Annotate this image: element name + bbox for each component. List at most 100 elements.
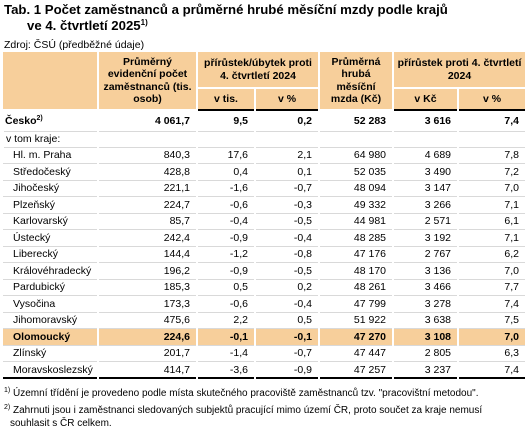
region-wage-abs: 3 266 (424, 198, 452, 211)
region-wage: 64 980 (353, 149, 387, 162)
region-employees: 201,7 (163, 347, 190, 360)
table-row: Středočeský 428,8 0,4 0,1 52 035 3 490 7,2 (3, 164, 526, 180)
table-row: Karlovarský 85,7 -0,4 -0,5 44 981 2 571 6,1 (3, 213, 526, 230)
region-wage-pct: 6,1 (504, 215, 520, 228)
region-emp-abs: -1,2 (229, 248, 248, 261)
table-row: Jihočeský 221,1 -1,6 -0,7 48 094 3 147 7,0 (3, 180, 526, 197)
region-wage: 48 261 (353, 281, 387, 294)
region-wage: 49 332 (353, 198, 387, 211)
region-wage: 47 799 (353, 297, 387, 310)
region-name: Hl. m. Praha (13, 149, 72, 162)
region-emp-abs: -0,9 (229, 231, 248, 244)
footnote-2-ref: 2) (4, 403, 11, 411)
total-wage-pct: 7,4 (458, 109, 526, 131)
region-wage: 47 447 (353, 347, 387, 360)
region-employees: 173,3 (163, 297, 190, 310)
title-note-ref: 1) (140, 18, 148, 27)
region-name: Pardubický (13, 281, 65, 294)
region-emp-pct: -0,7 (293, 182, 313, 195)
region-emp-abs: -0,6 (229, 198, 248, 211)
total-wage: 52 283 (319, 109, 394, 131)
region-name: Ústecký (13, 231, 51, 244)
region-wage-abs: 3 147 (424, 182, 452, 195)
header-wage-change-pct: v % (457, 88, 526, 110)
header-row-2: v tis. v % v Kč v % (3, 88, 526, 110)
header-employees: Průměrný evidenční počet zaměstnanců (ti… (97, 52, 197, 111)
table-row: Ústecký 242,4 -0,9 -0,4 48 285 3 192 7,1 (3, 230, 526, 246)
total-emp-pct: 0,2 (255, 109, 320, 131)
footnote-1-ref: 1) (4, 387, 11, 394)
title-line-1: Tab. 1 Počet zaměstnanců a průměrné hrub… (4, 2, 448, 17)
region-wage-pct: 7,0 (504, 264, 520, 277)
subheading-row: v tom kraje: (3, 131, 526, 147)
region-employees: 224,6 (98, 328, 197, 345)
table-row: Jihomoravský 475,6 2,2 0,5 51 922 3 638 7,5 (3, 312, 526, 329)
header-emp-change: přírůstek/úbytek proti 4. čtvrtletí 2024 (195, 52, 320, 89)
region-wage-abs: 3 108 (393, 328, 459, 345)
region-wage-pct: 7,4 (504, 297, 520, 310)
table-row: Královéhradecký 196,2 -0,9 -0,5 48 170 3 136 7… (3, 263, 526, 279)
total-row: Česko2) 4 061,7 9,5 0,2 52 283 3 616 7,4 (3, 109, 526, 131)
region-wage-abs: 3 638 (424, 314, 452, 327)
region-wage: 48 094 (353, 182, 387, 195)
region-wage-abs: 3 490 (424, 165, 452, 178)
region-wage: 47 257 (353, 363, 387, 376)
region-emp-abs: 0,5 (233, 281, 248, 294)
region-employees: 840,3 (163, 149, 190, 162)
region-wage: 44 981 (353, 215, 387, 228)
region-emp-abs: -1,6 (229, 182, 248, 195)
region-name: Královéhradecký (13, 264, 92, 277)
total-employees: 4 061,7 (98, 109, 197, 131)
footnote-2: 2) Zahrnuti jsou i zaměstnanci sledovaný… (4, 404, 524, 418)
region-employees: 224,7 (163, 198, 190, 211)
region-wage-pct: 7,0 (458, 328, 526, 345)
region-employees: 428,8 (163, 165, 190, 178)
header-wage-change-abs: v Kč (392, 88, 459, 110)
region-emp-pct: 0,5 (297, 314, 313, 327)
region-wage-abs: 4 689 (424, 149, 452, 162)
region-wage: 47 270 (319, 328, 394, 345)
header-emp-change-pct: v % (253, 88, 320, 110)
table-row: Pardubický 185,3 0,5 0,2 48 261 3 466 7,7 (3, 279, 526, 296)
region-employees: 475,6 (163, 314, 190, 327)
region-wage-abs: 3 192 (424, 231, 452, 244)
region-name: Středočeský (13, 165, 71, 178)
region-emp-pct: -0,1 (255, 328, 320, 345)
region-emp-pct: 2,1 (297, 149, 313, 162)
total-wage-abs: 3 616 (393, 109, 459, 131)
data-source: Zdroj: ČSÚ (předběžné údaje) (4, 39, 145, 51)
region-wage-abs: 2 805 (424, 347, 452, 360)
region-emp-abs: 17,6 (227, 149, 248, 162)
region-emp-abs: 2,2 (233, 314, 248, 327)
table-row: Liberecký 144,4 -1,2 -0,8 47 176 2 767 6,2 (3, 246, 526, 263)
region-emp-abs: -1,4 (229, 347, 248, 360)
total-note-ref: 2) (36, 114, 43, 122)
region-name: Zlínský (13, 347, 47, 360)
title-line-2-text: ve 4. čtvrtletí 2025 (27, 18, 141, 33)
region-name: Moravskoslezský (13, 363, 93, 376)
region-wage-abs: 3 136 (424, 264, 452, 277)
region-wage-pct: 7,2 (504, 165, 520, 178)
header-wage-change: přírůstek proti 4. čtvrtletí 2024 (392, 52, 526, 89)
region-name: Olomoucký (3, 328, 98, 345)
region-wage-pct: 6,3 (504, 347, 520, 360)
region-emp-pct: -0,3 (293, 198, 313, 211)
total-name-text: Česko (5, 114, 37, 127)
wage-table: Průměrný evidenční počet zaměstnanců (ti… (2, 52, 526, 379)
region-emp-pct: 0,2 (297, 281, 313, 294)
region-wage-pct: 7,4 (504, 363, 520, 376)
region-emp-pct: -0,5 (293, 215, 313, 228)
region-name: Karlovarský (13, 215, 68, 228)
region-employees: 414,7 (163, 363, 190, 376)
region-emp-abs: -3,6 (229, 363, 248, 376)
table-row: Moravskoslezský 414,7 -3,6 -0,9 47 257 3 237 7… (3, 362, 526, 378)
region-wage: 48 285 (353, 231, 387, 244)
region-emp-pct: -0,4 (293, 297, 313, 310)
region-employees: 221,1 (163, 182, 190, 195)
region-wage-pct: 7,0 (504, 182, 520, 195)
region-wage-abs: 3 278 (424, 297, 452, 310)
region-wage: 51 922 (353, 314, 387, 327)
header-region (3, 52, 98, 111)
region-emp-pct: -0,4 (293, 231, 313, 244)
region-employees: 242,4 (163, 231, 190, 244)
